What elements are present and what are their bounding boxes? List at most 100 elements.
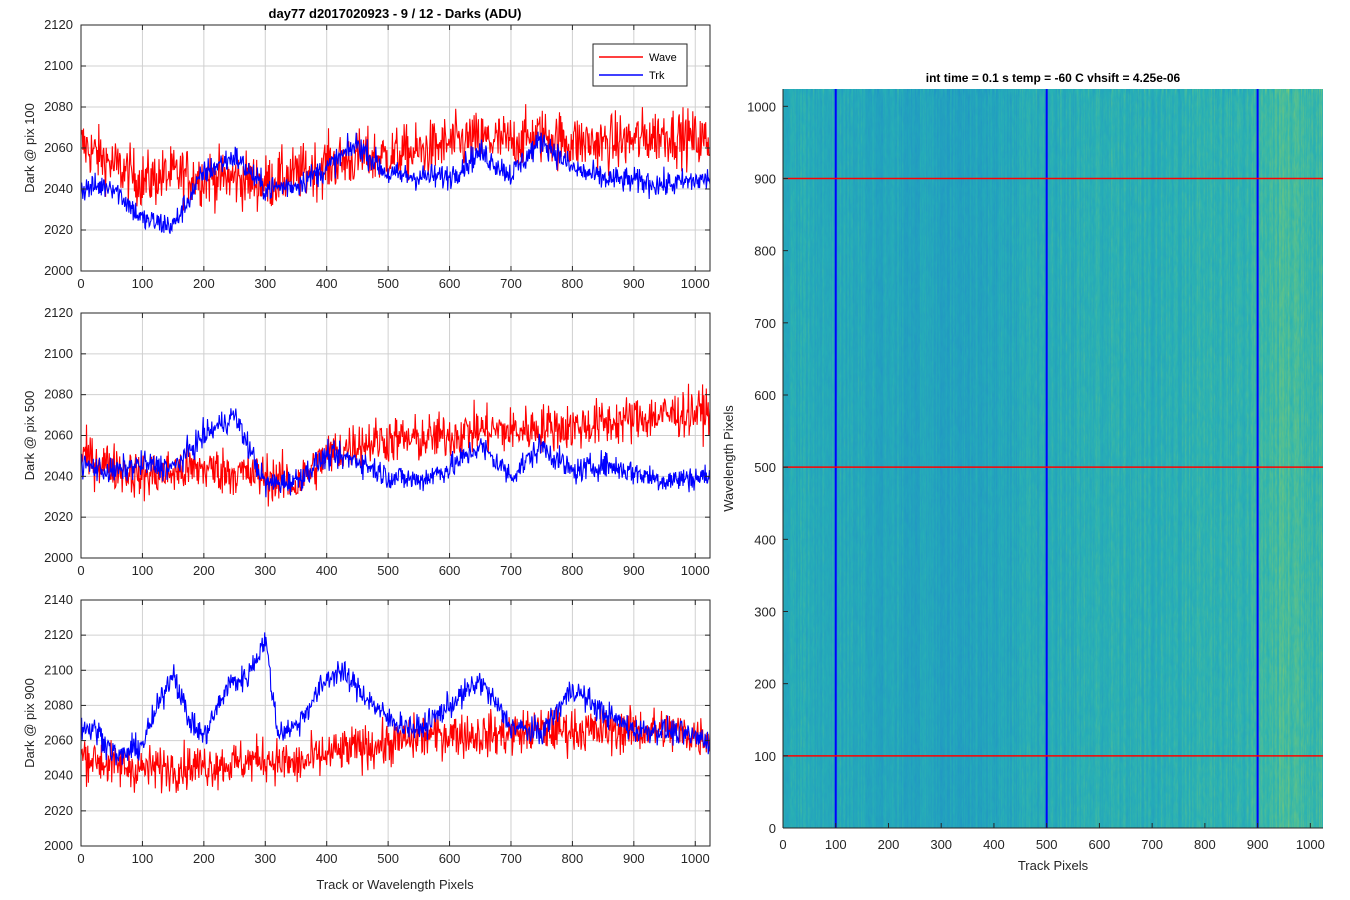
x-tick-label: 300 — [254, 276, 276, 291]
y-tick-label: 2120 — [44, 627, 73, 642]
x-tick-label: 1000 — [681, 563, 710, 578]
x-tick-label: 500 — [377, 851, 399, 866]
y-axis-label: Dark @ pix 900 — [22, 678, 37, 768]
axes-box — [80, 599, 711, 847]
x-tick-label: 100 — [132, 851, 154, 866]
y-axis-label: Dark @ pix 500 — [22, 391, 37, 481]
y-tick-label: 2080 — [44, 697, 73, 712]
x-tick-label: 100 — [132, 276, 154, 291]
x-tick-label: 100 — [132, 563, 154, 578]
y-tick-label: 2100 — [44, 662, 73, 677]
x-tick-label: 900 — [1247, 837, 1269, 852]
figure-title: day77 d2017020923 - 9 / 12 - Darks (ADU) — [269, 6, 522, 21]
y-axis-label: Wavelength Pixels — [721, 405, 736, 512]
y-tick-label: 2080 — [44, 99, 73, 114]
x-tick-label: 500 — [1036, 837, 1058, 852]
x-tick-label: 800 — [1194, 837, 1216, 852]
y-tick-label: 2120 — [44, 305, 73, 320]
y-tick-label: 600 — [754, 388, 776, 403]
y-tick-label: 300 — [754, 604, 776, 619]
y-tick-label: 2020 — [44, 803, 73, 818]
y-tick-label: 700 — [754, 316, 776, 331]
y-tick-label: 900 — [754, 171, 776, 186]
x-tick-label: 0 — [77, 851, 84, 866]
y-tick-label: 400 — [754, 532, 776, 547]
y-axis-label: Dark @ pix 100 — [22, 103, 37, 193]
x-tick-label: 700 — [500, 276, 522, 291]
y-tick-label: 2000 — [44, 550, 73, 565]
x-tick-label: 800 — [562, 851, 584, 866]
y-tick-label: 2100 — [44, 346, 73, 361]
y-tick-label: 2060 — [44, 140, 73, 155]
line-plot-pix-100: 0 100 200 300 400 500 600 700 800 900 1000 2000 2020… — [22, 17, 711, 291]
series-line-trk — [81, 408, 710, 498]
x-tick-label: 800 — [562, 276, 584, 291]
series-line-trk — [81, 632, 710, 766]
y-tick-label: 800 — [754, 244, 776, 259]
x-tick-label: 600 — [439, 276, 461, 291]
series-line-wave — [81, 383, 710, 507]
y-tick-label: 1000 — [747, 99, 776, 114]
x-tick-label: 400 — [316, 851, 338, 866]
series-line-wave — [81, 704, 710, 794]
x-tick-label: 700 — [500, 851, 522, 866]
legend-label-trk: Trk — [649, 70, 665, 82]
y-tick-label: 2060 — [44, 428, 73, 443]
y-tick-label: 2080 — [44, 387, 73, 402]
y-tick-label: 2100 — [44, 58, 73, 73]
x-tick-label: 600 — [439, 563, 461, 578]
y-tick-label: 2120 — [44, 17, 73, 32]
x-tick-label: 400 — [983, 837, 1005, 852]
heatmap-plot: 0 100 200 300 400 500 600 700 800 900 1000 0 100 200 3… — [721, 71, 1325, 873]
series-line-wave — [81, 104, 710, 214]
y-tick-label: 2040 — [44, 181, 73, 196]
x-tick-label: 200 — [193, 851, 215, 866]
x-tick-label: 600 — [1089, 837, 1111, 852]
x-tick-label: 600 — [439, 851, 461, 866]
y-tick-label: 2000 — [44, 838, 73, 853]
legend-label-wave: Wave — [649, 52, 677, 64]
y-tick-label: 0 — [769, 821, 776, 836]
y-tick-label: 2060 — [44, 733, 73, 748]
x-tick-label: 200 — [878, 837, 900, 852]
x-tick-label: 100 — [825, 837, 847, 852]
line-plot-pix-900: 0 100 200 300 400 500 600 700 800 900 1000 2000 2020… — [22, 592, 711, 866]
legend: Wave Trk — [592, 43, 688, 87]
y-tick-label: 2020 — [44, 509, 73, 524]
x-tick-label: 900 — [623, 851, 645, 866]
x-tick-label: 400 — [316, 563, 338, 578]
y-tick-label: 2140 — [44, 592, 73, 607]
x-tick-label: 0 — [77, 563, 84, 578]
line-plot-pix-500: 0 100 200 300 400 500 600 700 800 900 1000 2000 2020… — [22, 305, 711, 578]
series-line-trk — [81, 131, 710, 234]
x-tick-label: 300 — [254, 563, 276, 578]
x-tick-label: 300 — [254, 851, 276, 866]
x-tick-label: 900 — [623, 276, 645, 291]
heatmap-title: int time = 0.1 s temp = -60 C vhsift = 4… — [926, 71, 1181, 85]
heatmap-image — [783, 89, 1323, 828]
x-tick-label: 800 — [562, 563, 584, 578]
x-tick-label: 500 — [377, 563, 399, 578]
x-tick-label: 200 — [193, 276, 215, 291]
x-tick-label: 200 — [193, 563, 215, 578]
y-tick-label: 100 — [754, 749, 776, 764]
y-tick-label: 2020 — [44, 222, 73, 237]
x-tick-label: 1000 — [681, 276, 710, 291]
x-tick-label: 1000 — [1296, 837, 1325, 852]
y-tick-label: 500 — [754, 460, 776, 475]
x-tick-label: 900 — [623, 563, 645, 578]
x-axis-label: Track Pixels — [1018, 858, 1089, 873]
x-tick-label: 0 — [77, 276, 84, 291]
x-tick-label: 0 — [779, 837, 786, 852]
y-tick-label: 200 — [754, 677, 776, 692]
x-tick-label: 400 — [316, 276, 338, 291]
y-tick-label: 2000 — [44, 263, 73, 278]
y-tick-label: 2040 — [44, 468, 73, 483]
y-tick-label: 2040 — [44, 768, 73, 783]
shared-x-axis-label: Track or Wavelength Pixels — [316, 877, 474, 892]
x-tick-label: 300 — [930, 837, 952, 852]
x-tick-label: 500 — [377, 276, 399, 291]
legend-box — [592, 43, 688, 87]
x-tick-label: 700 — [1141, 837, 1163, 852]
